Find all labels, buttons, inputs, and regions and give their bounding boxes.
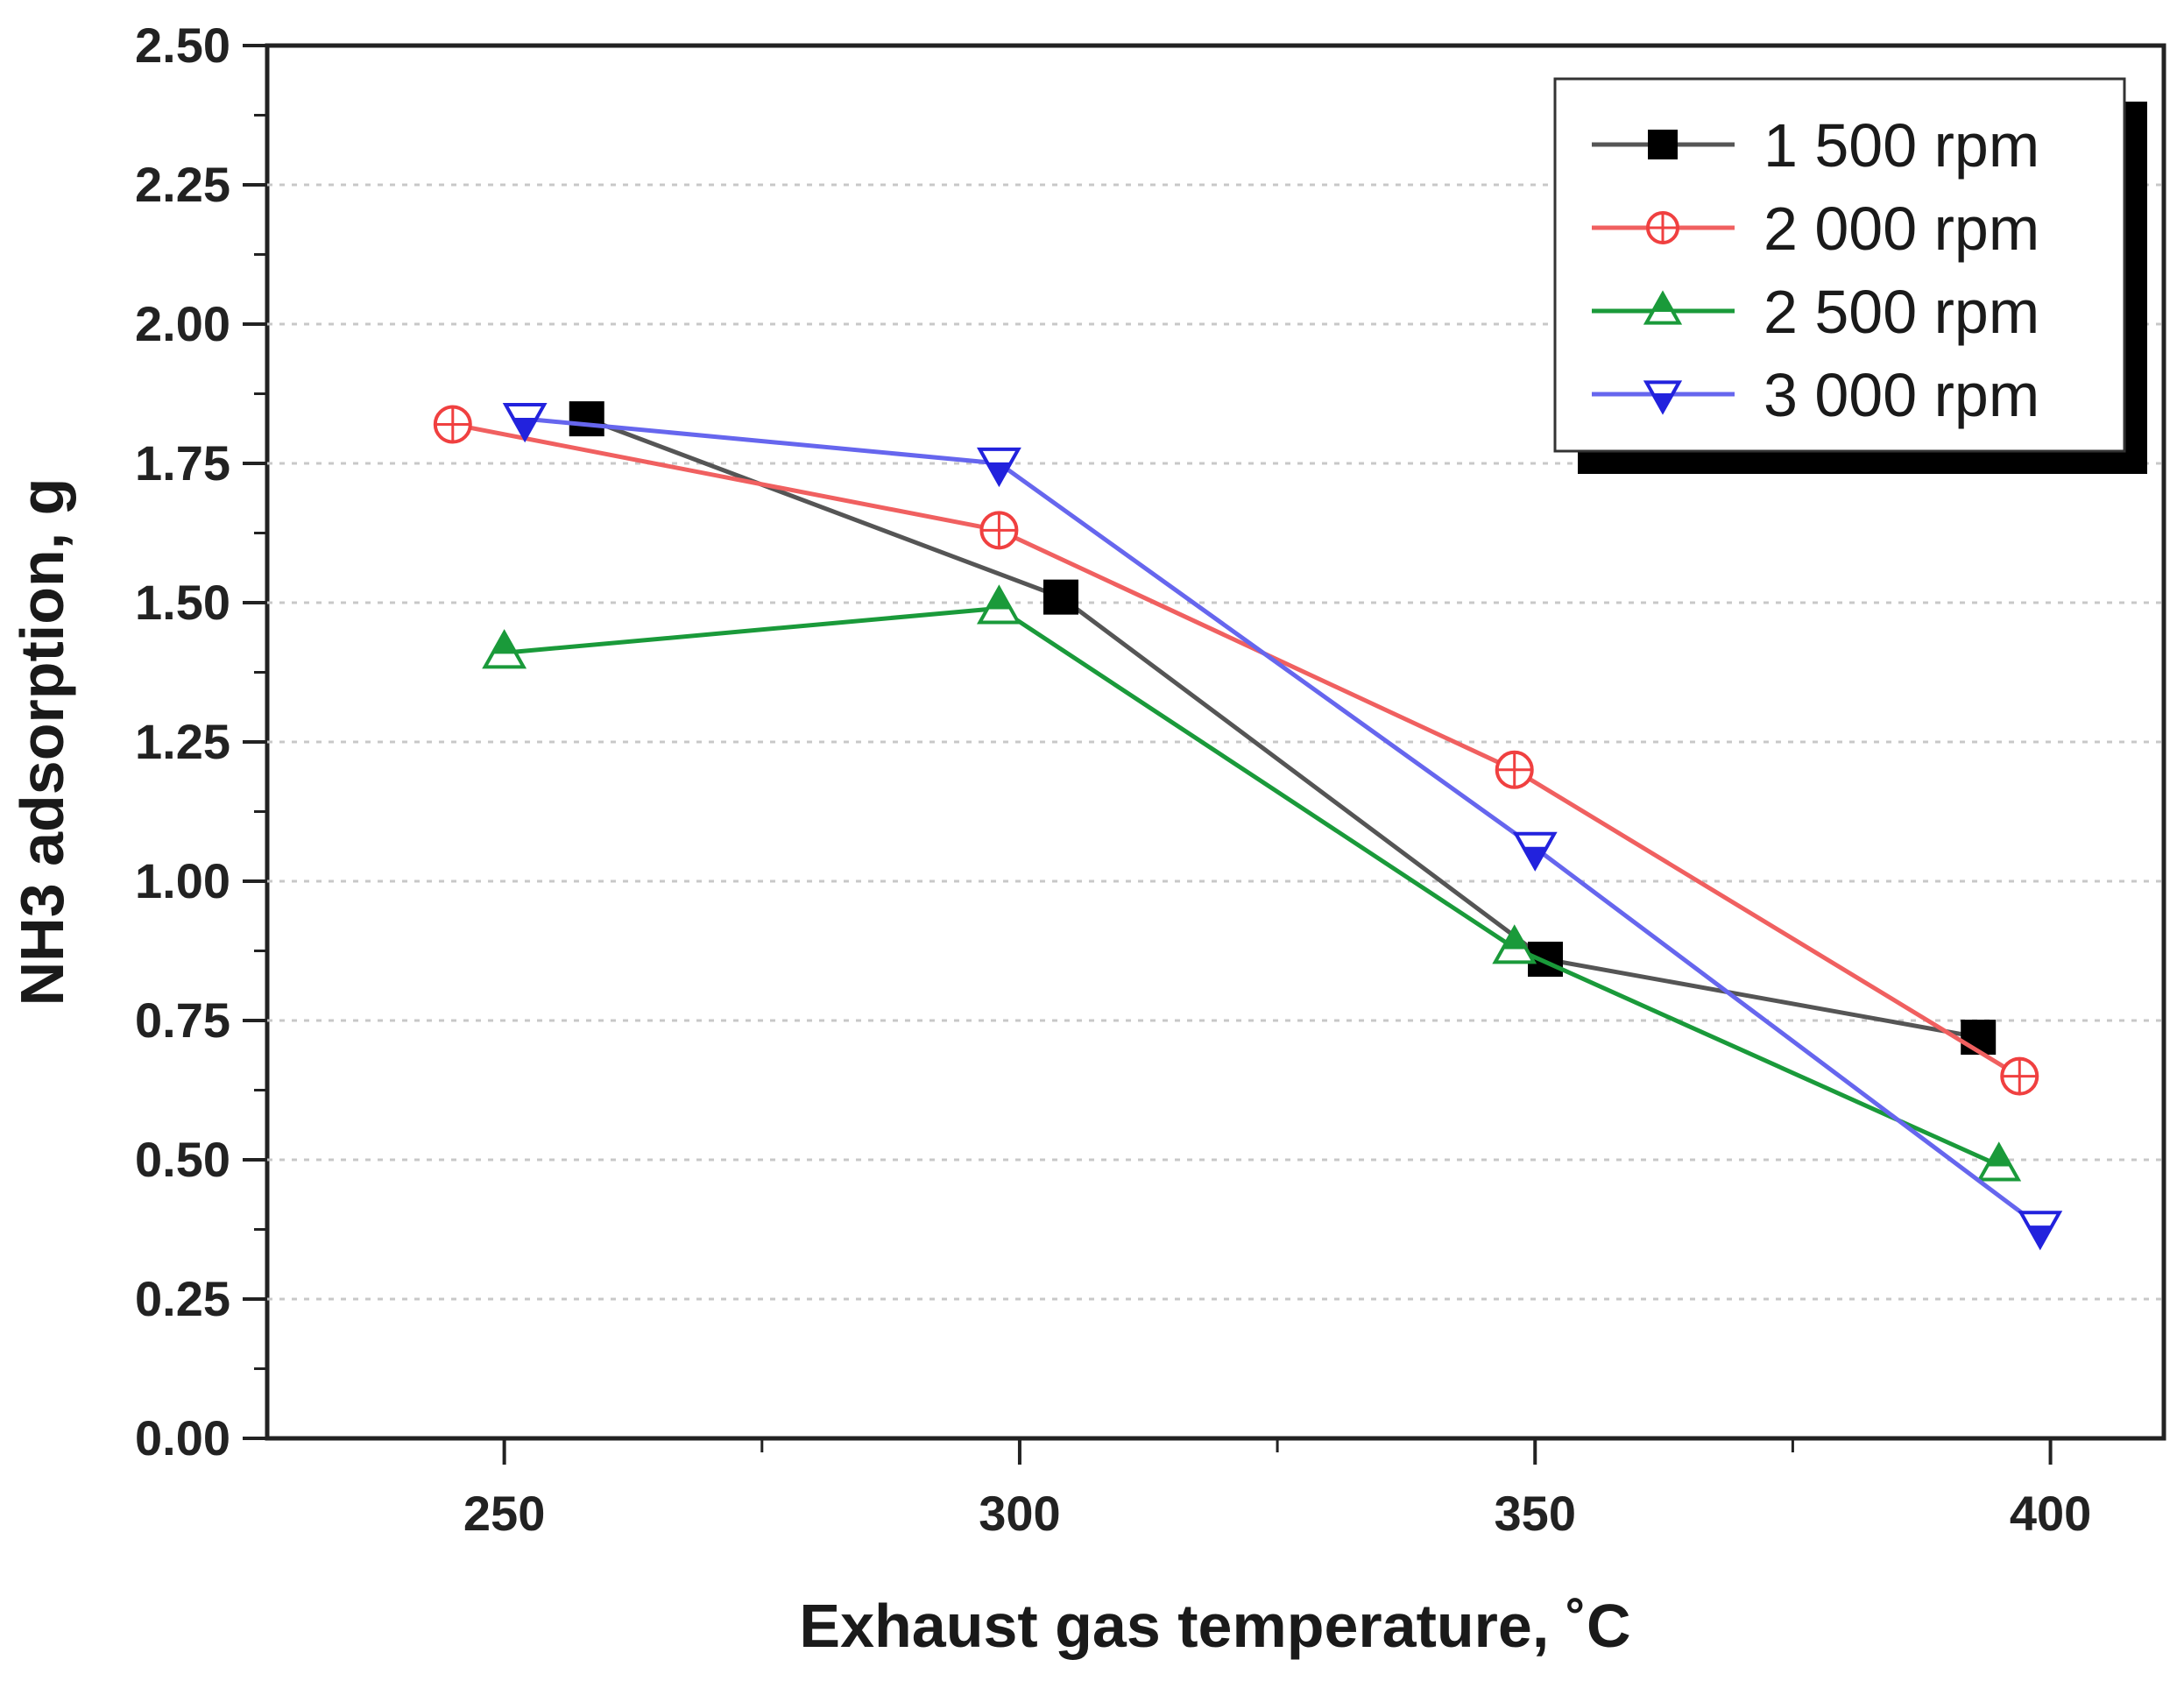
data-point [1492,924,1537,964]
y-tick-label: 0.25 [135,1271,230,1326]
data-point [482,629,527,669]
data-point [2000,1056,2039,1096]
legend-marker [1643,290,1683,325]
legend-item: 3 000 rpm [1592,361,2039,429]
x-tick-label: 300 [979,1486,1060,1541]
data-point [976,584,1021,625]
data-point [1512,831,1558,872]
marker-triangle-fill [512,417,538,440]
legend: 1 500 rpm 2 000 rpm 2 500 rpm 3 000 rpm [1553,77,2147,474]
y-axis-ticks: 0.00 0.25 0.50 0.75 1.00 1.25 1.50 1.75 2.00 2.25… [135,18,267,1465]
data-point [1976,1141,2022,1182]
series-line [585,416,1979,1040]
y-tick-label: 2.25 [135,157,230,212]
series-line [504,605,2000,1168]
marker-square-shape [1648,130,1678,159]
data-point [979,511,1019,550]
data-point [569,401,604,437]
legend-label: 1 500 rpm [1763,111,2039,180]
marker-square-shape [1043,579,1079,615]
data-point [1495,750,1534,789]
marker-triangle-fill [1502,928,1528,950]
y-tick-label: 1.75 [135,435,230,491]
marker-triangle-fill [986,462,1012,484]
legend-label: 2 500 rpm [1763,278,2039,346]
marker-triangle-fill [1986,1145,2012,1167]
x-tick-label: 350 [1495,1486,1576,1541]
legend-item: 2 500 rpm [1592,278,2039,346]
gridlines [267,183,2164,1301]
series-0 [569,401,1997,1056]
y-tick-label: 0.75 [135,992,230,1048]
y-tick-label: 1.25 [135,714,230,769]
legend-marker [1648,130,1678,159]
legend-marker [1646,211,1679,244]
y-tick-label: 2.00 [135,296,230,351]
y-axis-title: NH3 adsorption, g [8,478,76,1006]
marker-triangle-fill [1651,293,1674,312]
series-2 [482,584,2022,1182]
x-tick-label: 400 [2010,1486,2091,1541]
marker-triangle-fill [2027,1225,2053,1247]
data-point [433,405,472,444]
data-point [502,403,548,443]
series-group [433,401,2063,1251]
marker-triangle-fill [1522,846,1548,868]
x-tick-label: 250 [463,1486,545,1541]
x-axis-ticks: 250 300 350 400 [463,1438,2091,1541]
marker-triangle-fill [986,588,1012,610]
marker-square-shape [569,401,604,437]
y-tick-label: 0.50 [135,1132,230,1187]
legend-marker [1643,380,1683,415]
data-point [1043,579,1079,615]
legend-item: 2 000 rpm [1592,194,2039,263]
y-tick-label: 1.50 [135,575,230,630]
legend-label: 3 000 rpm [1763,361,2039,429]
series-3 [502,403,2063,1251]
legend-label: 2 000 rpm [1763,194,2039,263]
x-axis-title: Exhaust gas temperature, ˚C [799,1592,1630,1660]
data-point [976,447,1021,488]
data-point [2018,1211,2063,1251]
y-tick-label: 2.50 [135,18,230,73]
marker-triangle-fill [1651,393,1674,412]
marker-triangle-fill [491,632,518,654]
y-tick-label: 0.00 [135,1410,230,1465]
y-tick-label: 1.00 [135,853,230,908]
series-line [524,416,2042,1229]
legend-item: 1 500 rpm [1592,111,2039,180]
